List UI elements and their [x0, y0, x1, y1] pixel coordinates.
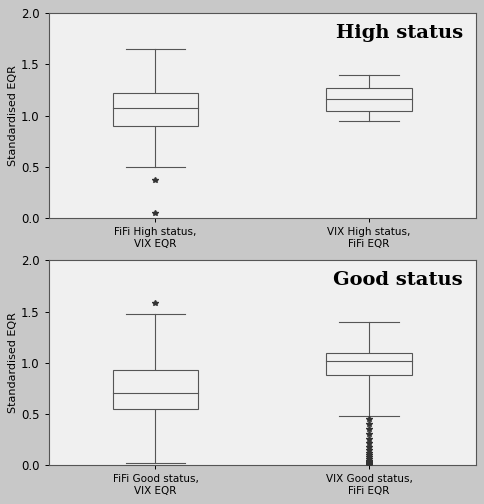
- Bar: [113, 370, 198, 409]
- Y-axis label: Standardised EQR: Standardised EQR: [8, 312, 18, 413]
- Bar: [326, 352, 411, 375]
- Y-axis label: Standardised EQR: Standardised EQR: [8, 65, 18, 166]
- Text: High status: High status: [336, 24, 463, 41]
- Text: Good status: Good status: [333, 271, 463, 289]
- Bar: [113, 93, 198, 126]
- Bar: [326, 88, 411, 110]
